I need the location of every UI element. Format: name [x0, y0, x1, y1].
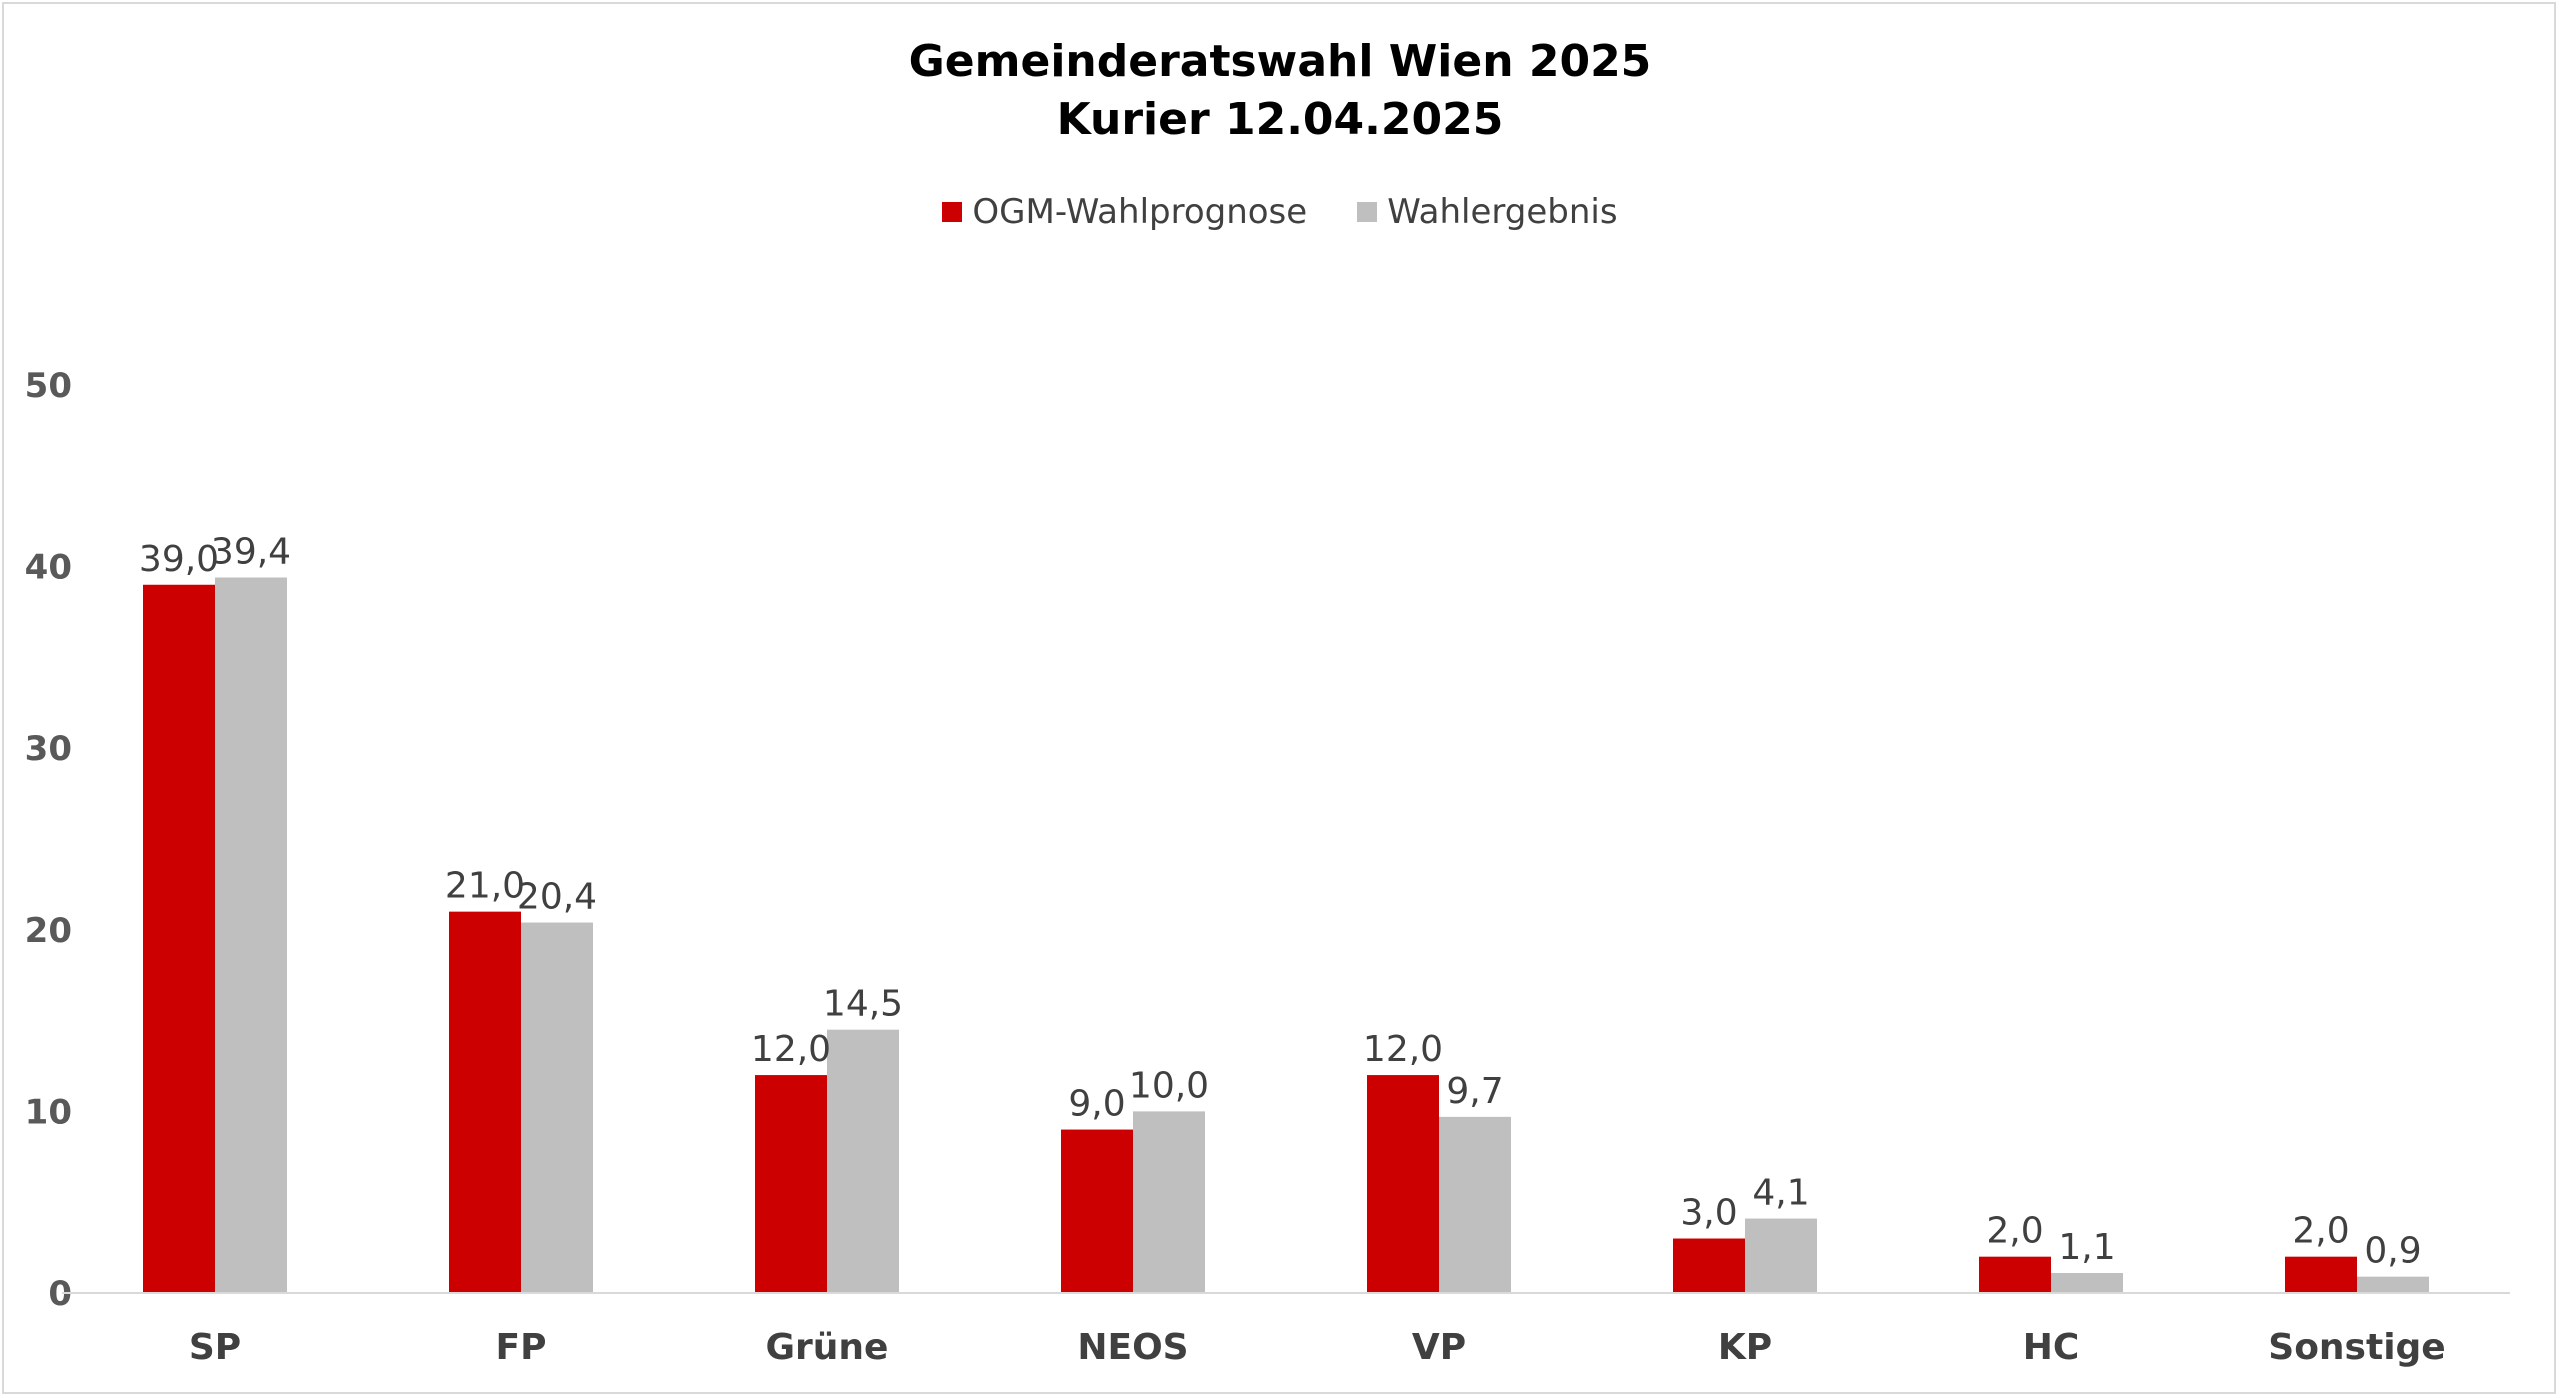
- data-label-ergebnis: 39,4: [211, 531, 291, 572]
- data-label-prognose: 21,0: [445, 866, 525, 907]
- category-label: VP: [1412, 1327, 1466, 1368]
- y-tick-label: 50: [25, 366, 72, 406]
- data-label-ergebnis: 20,4: [517, 877, 597, 918]
- y-tick-label: 20: [25, 911, 72, 951]
- bar-prognose: [1367, 1075, 1439, 1293]
- y-tick-label: 10: [25, 1092, 72, 1132]
- data-label-ergebnis: 4,1: [1752, 1173, 1809, 1214]
- bar-prognose: [449, 911, 521, 1293]
- data-label-prognose: 2,0: [2292, 1211, 2349, 1252]
- bar-ergebnis: [2357, 1276, 2429, 1293]
- category-labels: SP FP Grüne NEOS VP KP HC Sonstige: [189, 1327, 2446, 1368]
- legend-item-ergebnis: Wahlergebnis: [1357, 192, 1618, 232]
- category-label: NEOS: [1077, 1327, 1188, 1368]
- data-label-prognose: 2,0: [1986, 1211, 2043, 1252]
- legend-swatch-prognose: [942, 202, 963, 222]
- bar-prognose: [143, 584, 215, 1293]
- y-tick-label: 40: [25, 548, 72, 588]
- data-label-prognose: 12,0: [751, 1029, 831, 1070]
- legend-label-prognose: OGM-Wahlprognose: [972, 192, 1308, 232]
- data-label-prognose: 9,0: [1068, 1084, 1125, 1125]
- data-label-prognose: 12,0: [1363, 1029, 1443, 1070]
- chart-subtitle: Kurier 12.04.2025: [1056, 94, 1504, 145]
- bar-ergebnis: [215, 577, 287, 1293]
- data-label-prognose: 3,0: [1680, 1193, 1737, 1234]
- bar-prognose: [755, 1075, 827, 1293]
- data-label-ergebnis: 0,9: [2364, 1231, 2421, 1272]
- bar-prognose: [1979, 1256, 2051, 1293]
- bar-prognose: [1673, 1238, 1745, 1293]
- data-label-prognose: 39,0: [139, 539, 219, 580]
- category-label: SP: [189, 1327, 241, 1368]
- bar-prognose: [1061, 1129, 1133, 1293]
- bar-ergebnis: [827, 1029, 899, 1293]
- y-tick-label: 0: [48, 1274, 72, 1314]
- data-label-ergebnis: 9,7: [1446, 1071, 1503, 1112]
- y-tick-label: 30: [25, 729, 72, 769]
- y-axis-ticks: 0 10 20 30 40 50: [25, 366, 72, 1314]
- category-label: KP: [1718, 1327, 1772, 1368]
- data-label-ergebnis: 14,5: [823, 984, 903, 1025]
- legend-item-prognose: OGM-Wahlprognose: [942, 192, 1307, 232]
- data-label-ergebnis: 1,1: [2058, 1227, 2115, 1268]
- chart-title: Gemeinderatswahl Wien 2025: [908, 36, 1652, 87]
- category-label: Grüne: [766, 1327, 889, 1368]
- category-label: Sonstige: [2268, 1327, 2445, 1368]
- bar-ergebnis: [1745, 1218, 1817, 1293]
- category-label: HC: [2023, 1327, 2080, 1368]
- data-labels-group: 39,039,421,020,412,014,59,0 10,012,09,73,…: [139, 531, 2422, 1271]
- bar-ergebnis: [2051, 1273, 2123, 1293]
- data-label-ergebnis: 10,0: [1129, 1065, 1209, 1106]
- bar-prognose: [2285, 1256, 2357, 1293]
- legend-label-ergebnis: Wahlergebnis: [1387, 192, 1618, 232]
- bars-group: [143, 577, 2429, 1293]
- legend-swatch-ergebnis: [1357, 202, 1378, 222]
- bar-ergebnis: [521, 922, 593, 1293]
- bar-ergebnis: [1439, 1116, 1511, 1293]
- bar-ergebnis: [1133, 1111, 1205, 1293]
- chart-legend: OGM-Wahlprognose Wahlergebnis: [0, 192, 2560, 232]
- category-label: FP: [496, 1327, 547, 1368]
